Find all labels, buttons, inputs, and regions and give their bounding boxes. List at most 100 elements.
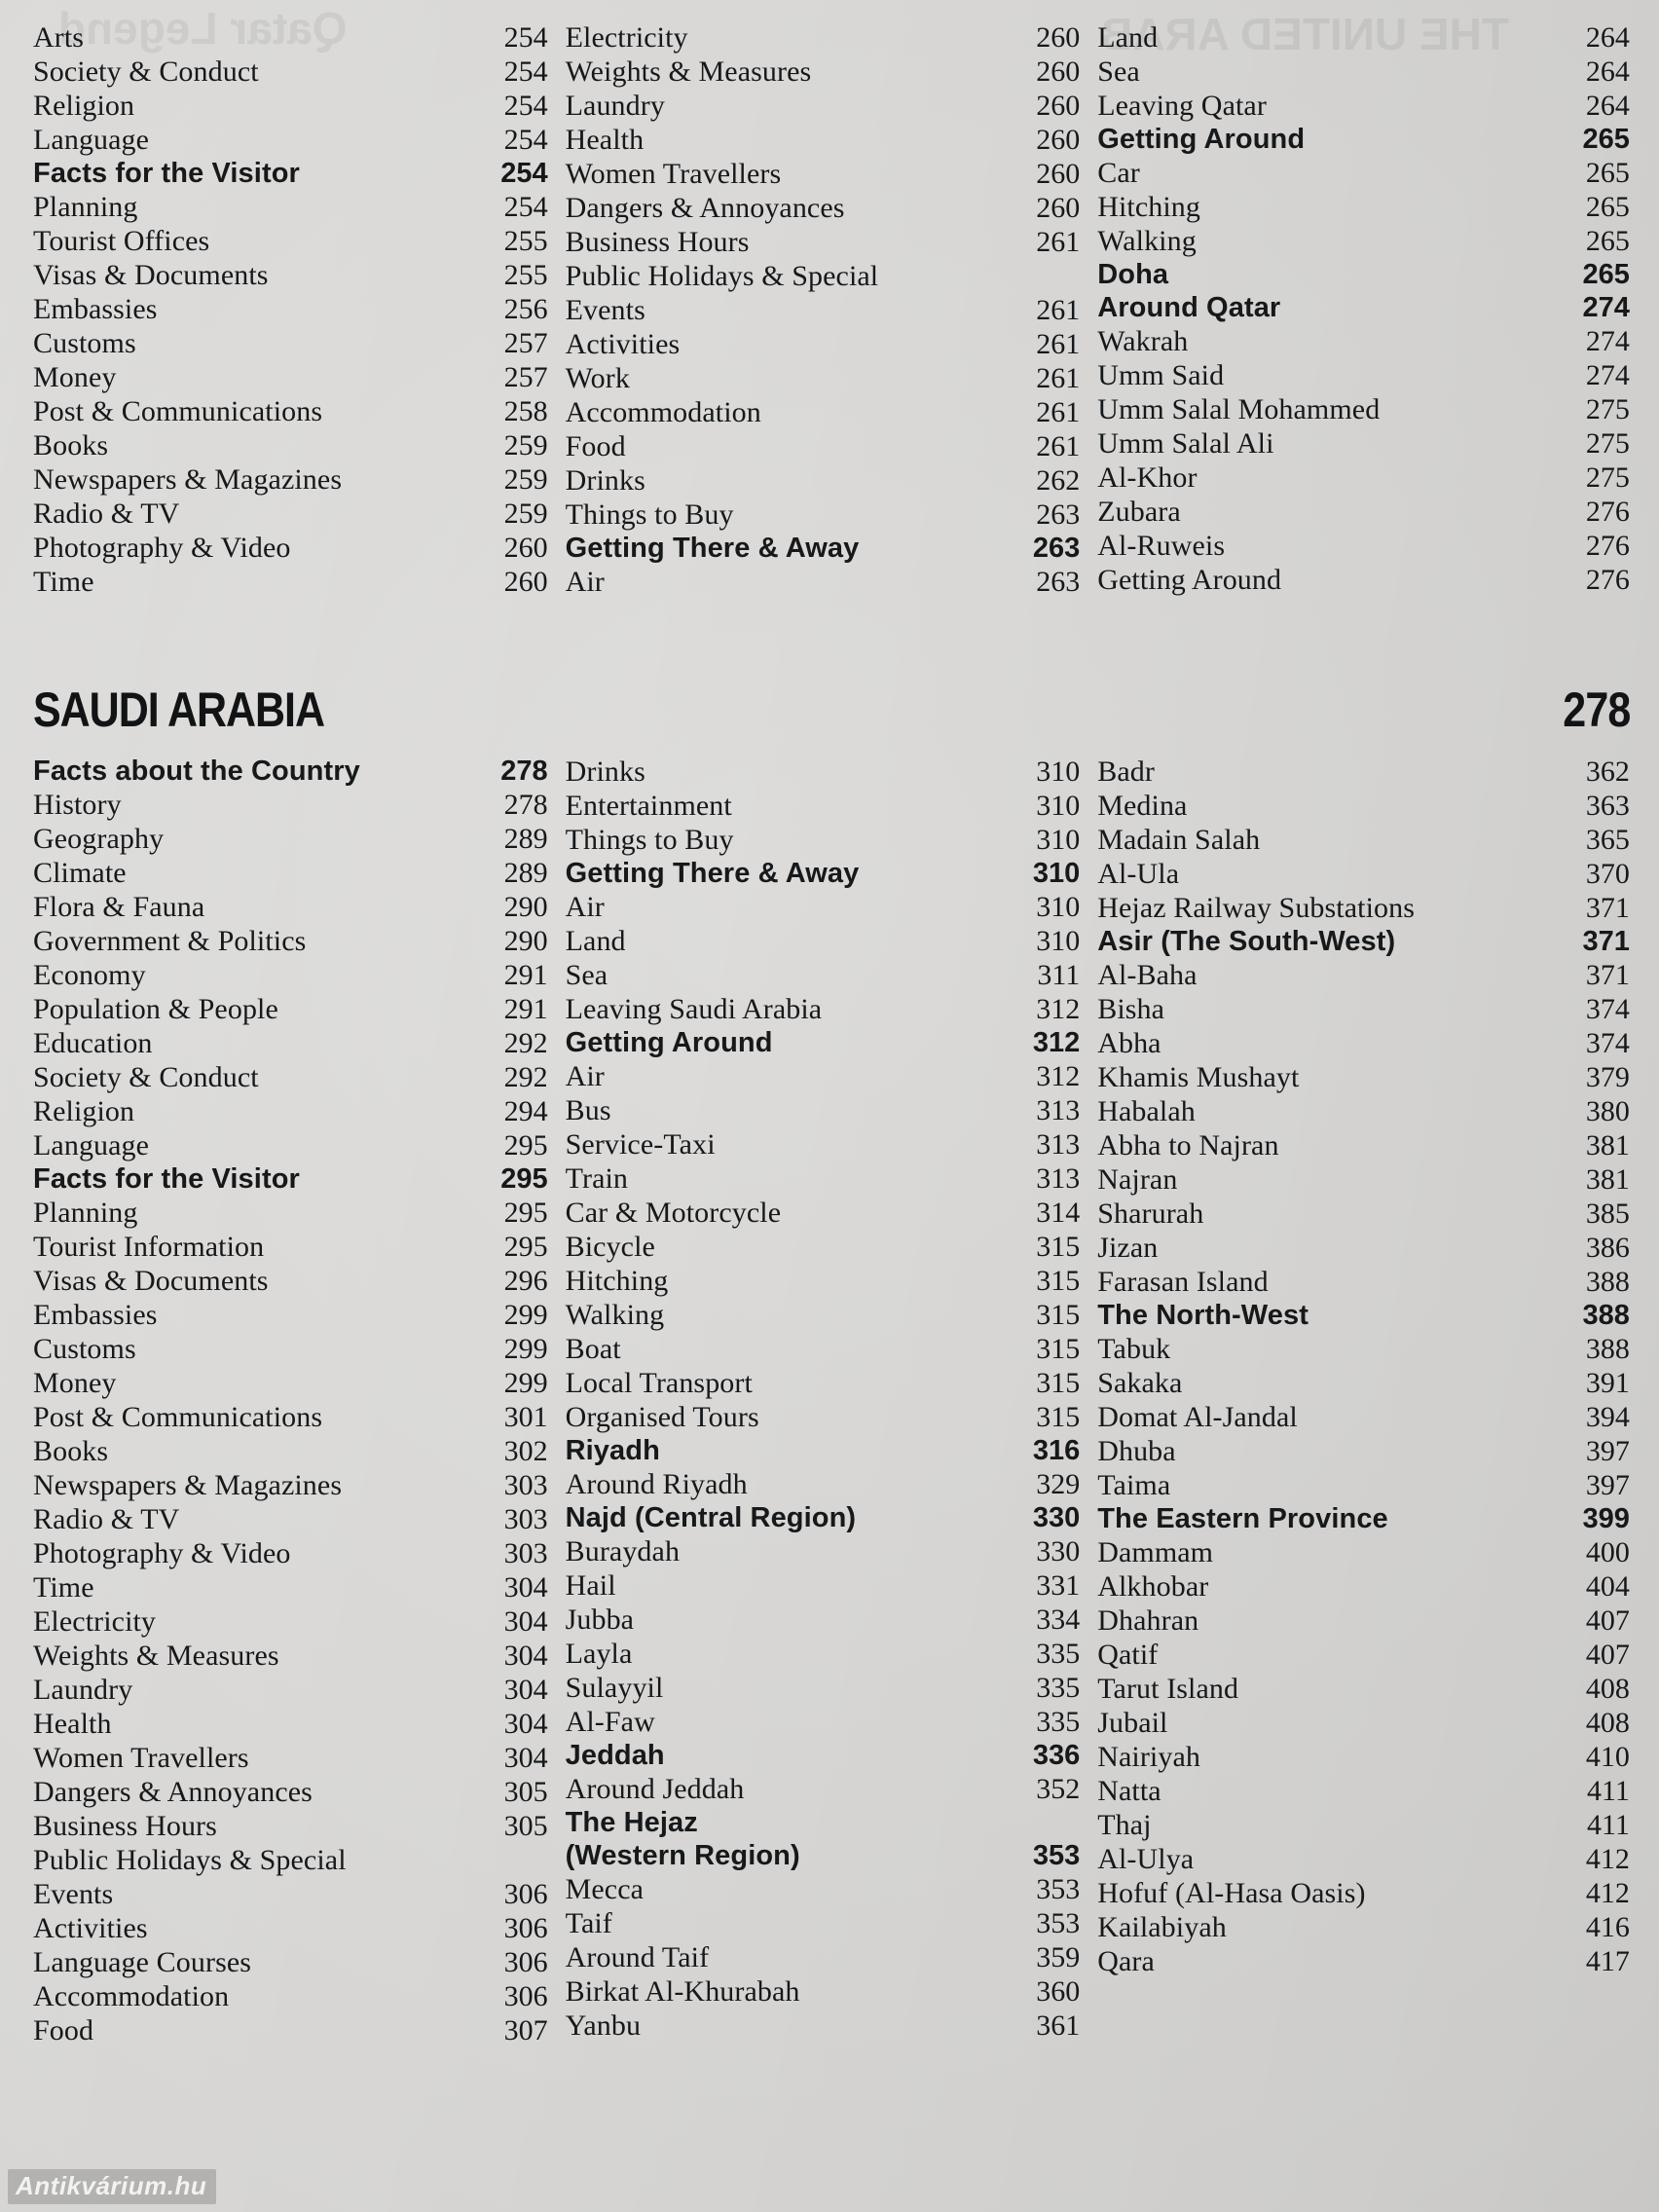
toc-entry[interactable]: Najran..................................… <box>1097 1165 1630 1195</box>
toc-entry[interactable]: Hitching................................… <box>1097 193 1630 222</box>
toc-entry[interactable]: Madain Salah............................… <box>1097 826 1630 855</box>
toc-entry[interactable]: Women Travellers........................… <box>566 160 1081 189</box>
toc-entry[interactable]: Nairiyah................................… <box>1097 1743 1630 1772</box>
toc-entry[interactable]: Jubail..................................… <box>1097 1709 1630 1738</box>
toc-entry[interactable]: Sea.....................................… <box>1097 57 1630 87</box>
toc-section-entry[interactable]: Riyadh..................................… <box>566 1437 1081 1465</box>
toc-entry[interactable]: Dangers & Annoyances....................… <box>33 1778 548 1807</box>
toc-entry[interactable]: Al-Khor.................................… <box>1097 463 1630 493</box>
toc-entry[interactable]: Bicycle.................................… <box>566 1233 1081 1262</box>
toc-entry[interactable]: Post & Communications...................… <box>33 397 548 426</box>
toc-entry-wrapped-line[interactable]: The Hejaz <box>566 1809 1081 1837</box>
toc-entry[interactable]: Land....................................… <box>566 927 1081 956</box>
toc-entry[interactable]: Photography & Video.....................… <box>33 1539 548 1568</box>
toc-section-entry[interactable]: Getting Around..........................… <box>566 1029 1081 1057</box>
toc-entry[interactable]: Qatif...................................… <box>1097 1641 1630 1670</box>
toc-entry[interactable]: Around Taif.............................… <box>566 1943 1081 1972</box>
toc-entry[interactable]: Birkat Al-Khurabah......................… <box>566 1977 1081 2007</box>
toc-entry[interactable]: Around Riyadh...........................… <box>566 1470 1081 1499</box>
toc-entry[interactable]: Taif....................................… <box>566 1909 1081 1938</box>
toc-entry[interactable]: Thaj....................................… <box>1097 1811 1630 1840</box>
toc-section-entry[interactable]: Facts for the Visitor...................… <box>33 160 548 188</box>
toc-entry[interactable]: Umm Said................................… <box>1097 361 1630 390</box>
toc-entry[interactable]: Farasan Island..........................… <box>1097 1268 1630 1297</box>
toc-entry[interactable]: Al-Ulya.................................… <box>1097 1845 1630 1874</box>
toc-entry[interactable]: Al-Faw..................................… <box>566 1708 1081 1737</box>
toc-entry[interactable]: Language................................… <box>33 126 548 155</box>
toc-entry[interactable]: Society & Conduct.......................… <box>33 1063 548 1092</box>
toc-entry[interactable]: Train...................................… <box>566 1164 1081 1194</box>
toc-entry[interactable]: Electricity.............................… <box>566 23 1081 53</box>
toc-entry[interactable]: Laundry.................................… <box>566 92 1081 121</box>
toc-entry[interactable]: Things to Buy...........................… <box>566 500 1081 530</box>
toc-entry[interactable]: Getting Around..........................… <box>1097 566 1630 595</box>
toc-entry[interactable]: Customs.................................… <box>33 1335 548 1364</box>
toc-section-entry[interactable]: The Eastern Province....................… <box>1097 1505 1630 1533</box>
toc-entry[interactable]: Bisha...................................… <box>1097 995 1630 1024</box>
toc-entry[interactable]: Habalah.................................… <box>1097 1097 1630 1126</box>
toc-entry[interactable]: Events..................................… <box>33 1880 548 1909</box>
toc-entry[interactable]: Health..................................… <box>566 126 1081 155</box>
toc-entry[interactable]: Land....................................… <box>1097 23 1630 53</box>
toc-entry-wrapped-line[interactable]: Public Holidays & Special <box>566 262 1081 291</box>
toc-section-entry[interactable]: Jeddah..................................… <box>566 1742 1081 1770</box>
toc-entry[interactable]: Women Travellers........................… <box>33 1744 548 1773</box>
toc-entry[interactable]: Events..................................… <box>566 296 1081 325</box>
toc-entry[interactable]: Drinks..................................… <box>566 466 1081 496</box>
toc-entry[interactable]: Language Courses........................… <box>33 1948 548 1977</box>
toc-entry[interactable]: Domat Al-Jandal.........................… <box>1097 1403 1630 1432</box>
toc-entry[interactable]: Embassies...............................… <box>33 1301 548 1330</box>
toc-entry[interactable]: Religion................................… <box>33 1097 548 1126</box>
toc-entry[interactable]: Qara....................................… <box>1097 1947 1630 1976</box>
toc-entry[interactable]: Hail....................................… <box>566 1571 1081 1601</box>
toc-section-entry[interactable]: Asir (The South-West)...................… <box>1097 928 1630 956</box>
toc-entry[interactable]: Population & People.....................… <box>33 995 548 1024</box>
toc-entry[interactable]: Al-Ula..................................… <box>1097 860 1630 889</box>
toc-entry[interactable]: Wakrah..................................… <box>1097 327 1630 356</box>
toc-entry[interactable]: Dangers & Annoyances....................… <box>566 194 1081 223</box>
toc-entry[interactable]: Jizan...................................… <box>1097 1234 1630 1263</box>
toc-entry[interactable]: Climate.................................… <box>33 859 548 888</box>
toc-section-entry[interactable]: Facts about the Country.................… <box>33 757 548 786</box>
toc-entry[interactable]: Hejaz Railway Substations...............… <box>1097 894 1630 923</box>
toc-entry[interactable]: Activities..............................… <box>566 330 1081 359</box>
toc-entry[interactable]: Newspapers & Magazines..................… <box>33 465 548 495</box>
toc-entry[interactable]: Radio & TV..............................… <box>33 499 548 529</box>
toc-entry[interactable]: Sulayyil................................… <box>566 1674 1081 1703</box>
toc-section-entry[interactable]: (Western Region)........................… <box>566 1842 1081 1870</box>
toc-entry[interactable]: Tourist Offices.........................… <box>33 227 548 256</box>
toc-entry[interactable]: Jubba...................................… <box>566 1605 1081 1635</box>
toc-entry[interactable]: Sea.....................................… <box>566 961 1081 990</box>
toc-entry[interactable]: Business Hours..........................… <box>566 228 1081 257</box>
toc-entry[interactable]: Dhuba...................................… <box>1097 1437 1630 1466</box>
toc-entry[interactable]: Economy.................................… <box>33 961 548 990</box>
toc-entry[interactable]: Buraydah................................… <box>566 1537 1081 1567</box>
toc-entry[interactable]: Natta...................................… <box>1097 1777 1630 1806</box>
toc-entry[interactable]: Health..................................… <box>33 1710 548 1739</box>
toc-entry[interactable]: Newspapers & Magazines..................… <box>33 1471 548 1500</box>
toc-entry[interactable]: Entertainment...........................… <box>566 792 1081 821</box>
toc-entry[interactable]: Khamis Mushayt..........................… <box>1097 1063 1630 1092</box>
toc-entry[interactable]: Kailabiyah..............................… <box>1097 1913 1630 1942</box>
toc-entry[interactable]: Layla...................................… <box>566 1640 1081 1669</box>
toc-entry[interactable]: Accommodation...........................… <box>33 1982 548 2011</box>
toc-entry[interactable]: Planning................................… <box>33 1198 548 1228</box>
toc-entry[interactable]: Food....................................… <box>33 2016 548 2046</box>
toc-entry[interactable]: Boat....................................… <box>566 1335 1081 1364</box>
toc-entry[interactable]: Radio & TV..............................… <box>33 1505 548 1534</box>
toc-entry[interactable]: Society & Conduct.......................… <box>33 57 548 87</box>
toc-entry[interactable]: Air.....................................… <box>566 1062 1081 1091</box>
toc-entry[interactable]: Time....................................… <box>33 1573 548 1603</box>
toc-entry[interactable]: Photography & Video.....................… <box>33 534 548 563</box>
toc-entry[interactable]: Dhahran.................................… <box>1097 1606 1630 1636</box>
toc-entry[interactable]: Car.....................................… <box>1097 159 1630 188</box>
toc-entry[interactable]: Walking.................................… <box>566 1301 1081 1330</box>
toc-entry[interactable]: Work....................................… <box>566 364 1081 393</box>
toc-entry[interactable]: Religion................................… <box>33 92 548 121</box>
toc-entry[interactable]: Air.....................................… <box>566 893 1081 922</box>
toc-entry[interactable]: Yanbu...................................… <box>566 2011 1081 2041</box>
toc-entry[interactable]: Hofuf (Al-Hasa Oasis)...................… <box>1097 1879 1630 1908</box>
toc-entry-wrapped-line[interactable]: Public Holidays & Special <box>33 1846 548 1875</box>
toc-entry[interactable]: Visas & Documents.......................… <box>33 261 548 290</box>
toc-entry[interactable]: Medina..................................… <box>1097 792 1630 821</box>
